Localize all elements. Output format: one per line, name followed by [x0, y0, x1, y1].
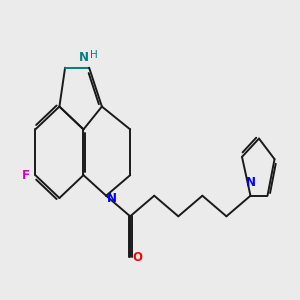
Text: F: F [22, 169, 30, 182]
Text: N: N [245, 176, 256, 189]
Text: N: N [79, 51, 89, 64]
Text: H: H [90, 50, 98, 60]
Text: N: N [107, 191, 117, 205]
Text: O: O [132, 251, 142, 264]
